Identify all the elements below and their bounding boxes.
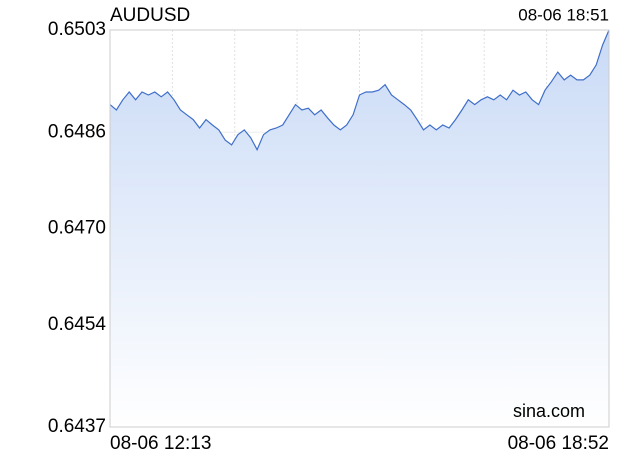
- y-tick-label: 0.6486: [48, 121, 106, 142]
- area-fill: [110, 30, 609, 427]
- y-tick-label: 0.6470: [48, 218, 106, 239]
- watermark: sina.com: [513, 401, 585, 421]
- x-tick-label: 08-06 12:13: [110, 433, 211, 454]
- chart-title: AUDUSD: [110, 5, 190, 26]
- y-tick-label: 0.6437: [48, 416, 106, 437]
- price-line: [109, 29, 610, 152]
- x-tick-label: 08-06 18:52: [508, 433, 609, 454]
- y-tick-label: 0.6503: [48, 19, 106, 40]
- plot-border: [109, 29, 610, 428]
- timestamp: 08-06 18:51: [518, 5, 609, 24]
- y-tick-label: 0.6454: [48, 314, 107, 335]
